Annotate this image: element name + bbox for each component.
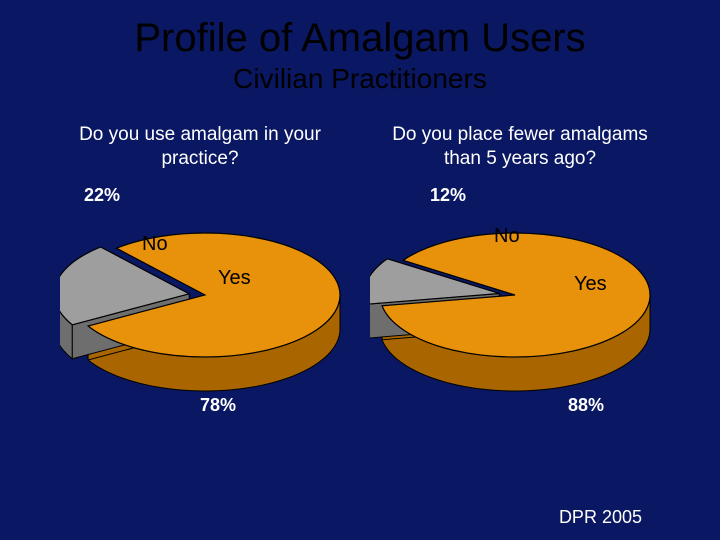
page-title: Profile of Amalgam Users: [0, 16, 720, 61]
pct-top-right: 12%: [430, 185, 466, 206]
questions-row: Do you use amalgam in your practice? Do …: [0, 123, 720, 171]
page-subtitle: Civilian Practitioners: [0, 63, 720, 95]
pie-chart-left: 22% 78% No Yes: [60, 185, 350, 425]
question-left: Do you use amalgam in your practice?: [70, 123, 330, 171]
question-right: Do you place fewer amalgams than 5 years…: [390, 123, 650, 171]
yes-label-left: Yes: [218, 267, 251, 290]
no-label-right: No: [494, 225, 520, 248]
pct-bottom-right: 88%: [568, 395, 604, 416]
pct-top-left: 22%: [84, 185, 120, 206]
pie-svg-left: [60, 185, 350, 425]
source-citation: DPR 2005: [559, 507, 642, 528]
no-label-left: No: [142, 233, 168, 256]
pie-chart-right: 12% 88% No Yes: [370, 185, 660, 425]
yes-label-right: Yes: [574, 273, 607, 296]
pct-bottom-left: 78%: [200, 395, 236, 416]
charts-row: 22% 78% No Yes 12% 88% No Yes: [0, 185, 720, 425]
pie-svg-right: [370, 185, 660, 425]
